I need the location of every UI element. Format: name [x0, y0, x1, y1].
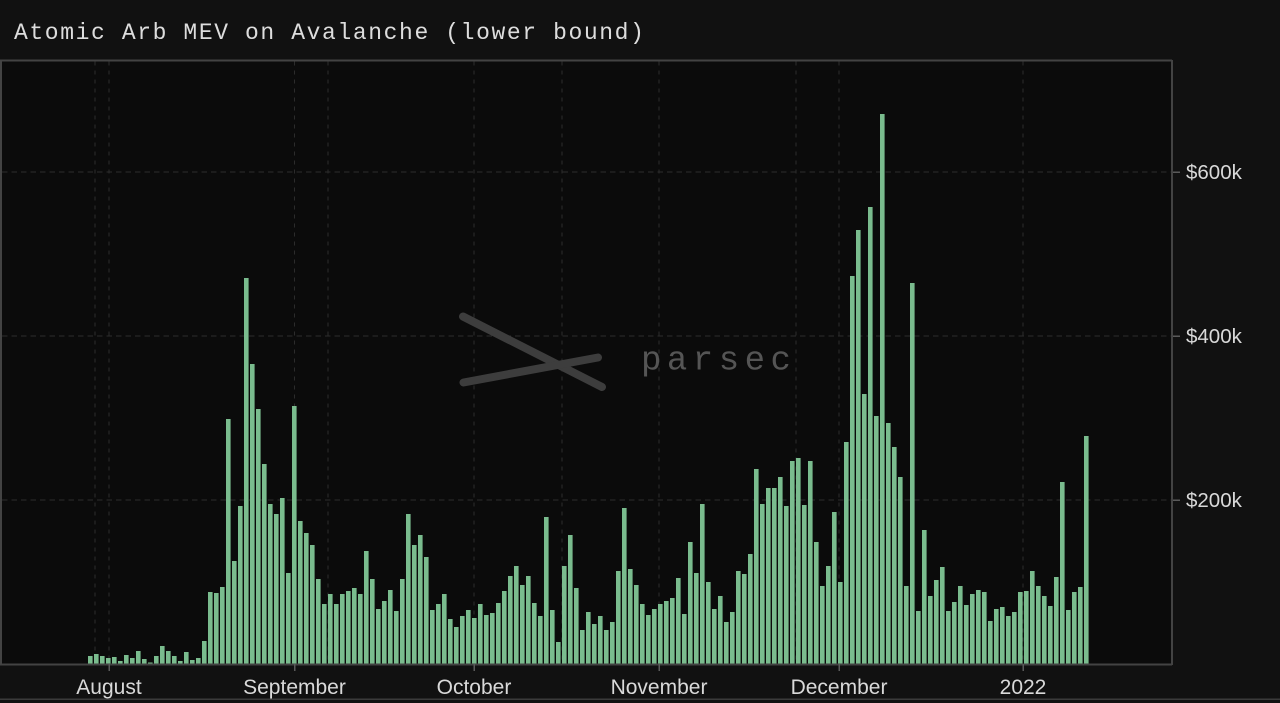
svg-text:December: December	[791, 676, 888, 699]
svg-text:$400k: $400k	[1186, 325, 1243, 348]
svg-text:September: September	[243, 676, 346, 699]
svg-text:October: October	[437, 676, 512, 699]
svg-text:Atomic Arb MEV on Avalanche (l: Atomic Arb MEV on Avalanche (lower bound…	[14, 20, 646, 46]
svg-text:2022: 2022	[1000, 676, 1047, 699]
svg-text:parsec: parsec	[641, 343, 796, 381]
svg-text:November: November	[611, 676, 708, 699]
svg-text:August: August	[76, 676, 142, 699]
svg-text:$600k: $600k	[1186, 161, 1243, 184]
svg-text:$200k: $200k	[1186, 489, 1243, 512]
